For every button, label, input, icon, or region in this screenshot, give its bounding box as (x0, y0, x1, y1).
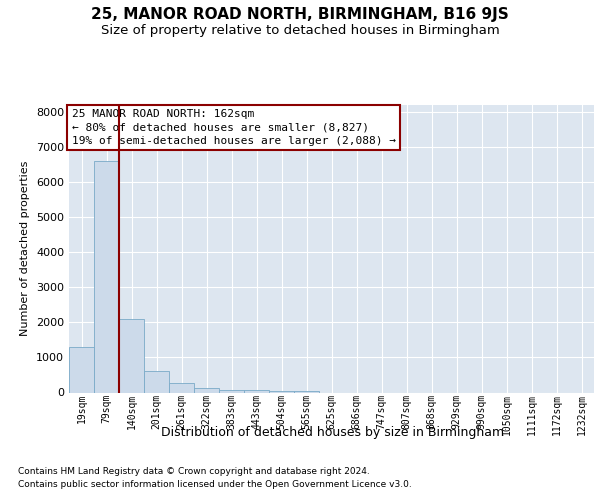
Bar (269, 391, 294, 392)
Bar (169, 382, 194, 392)
Text: Contains HM Land Registry data © Crown copyright and database right 2024.: Contains HM Land Registry data © Crown c… (18, 467, 370, 476)
Bar (94, 161, 119, 392)
Text: Size of property relative to detached houses in Birmingham: Size of property relative to detached ho… (101, 24, 499, 37)
Text: Distribution of detached houses by size in Birmingham: Distribution of detached houses by size … (161, 426, 505, 439)
Bar (144, 372, 169, 392)
Bar (69, 347, 94, 393)
Text: Contains public sector information licensed under the Open Government Licence v3: Contains public sector information licen… (18, 480, 412, 489)
Bar (119, 319, 144, 392)
Bar (219, 390, 244, 392)
Y-axis label: Number of detached properties: Number of detached properties (20, 161, 31, 336)
Text: 25 MANOR ROAD NORTH: 162sqm
← 80% of detached houses are smaller (8,827)
19% of : 25 MANOR ROAD NORTH: 162sqm ← 80% of det… (71, 110, 395, 146)
Text: 25, MANOR ROAD NORTH, BIRMINGHAM, B16 9JS: 25, MANOR ROAD NORTH, BIRMINGHAM, B16 9J… (91, 8, 509, 22)
Bar (244, 390, 269, 392)
Bar (194, 388, 219, 392)
